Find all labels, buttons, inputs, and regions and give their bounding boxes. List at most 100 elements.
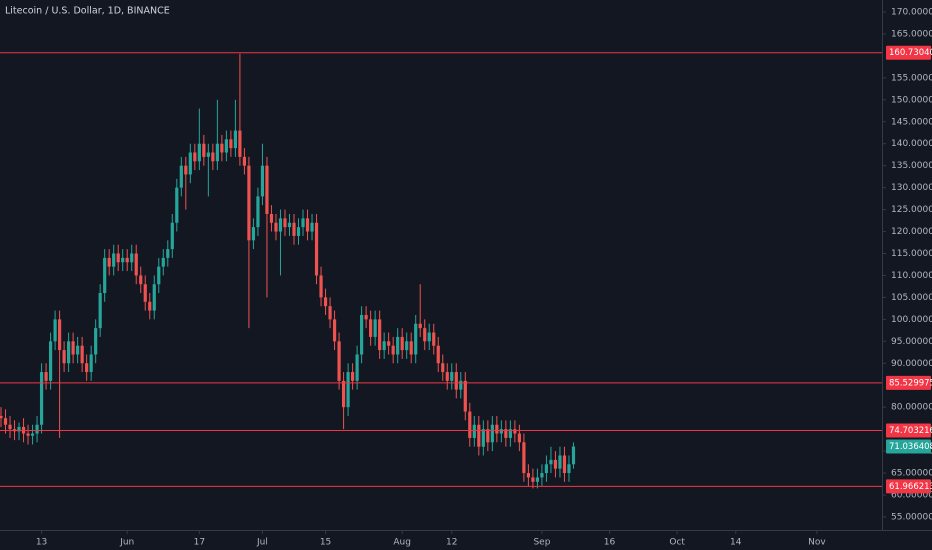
candle-body <box>260 165 265 197</box>
candle-body <box>269 213 274 223</box>
candle-body <box>400 336 404 351</box>
candle-body <box>0 415 3 419</box>
level-label-box <box>886 423 931 438</box>
candle-body <box>468 411 472 438</box>
candle-body <box>445 372 449 381</box>
x-tick-label: Aug <box>393 538 411 548</box>
candle-body <box>94 328 98 355</box>
candle-body <box>544 464 549 474</box>
candle-body <box>121 257 125 263</box>
candle-body <box>292 222 296 236</box>
candle-body <box>44 372 48 381</box>
candle-body <box>26 433 30 436</box>
level-label: 61.966213 <box>889 482 932 492</box>
chart-title: Litecoin / U.S. Dollar, 1D, BINANCE <box>5 6 170 17</box>
candle-body <box>85 363 89 373</box>
y-tick-label: 120.000000 <box>891 227 932 237</box>
y-tick-label: 115.000000 <box>891 249 932 259</box>
candle-body <box>179 165 183 188</box>
candle-body <box>418 323 422 329</box>
candle-body <box>98 293 102 329</box>
candle-body <box>305 218 310 232</box>
candle-body <box>76 345 80 355</box>
candle-body <box>283 218 287 228</box>
candle-body <box>355 354 359 381</box>
y-tick-label: 125.000000 <box>891 205 932 215</box>
x-tick-label: Nov <box>808 538 826 548</box>
y-tick-label: 155.000000 <box>891 73 932 83</box>
candle-body <box>526 473 530 478</box>
candle-body <box>80 345 84 364</box>
candle-body <box>508 429 512 438</box>
candle-body <box>571 446 576 465</box>
candle-body <box>166 249 170 258</box>
candle-body <box>301 218 305 228</box>
y-tick-label: 170.000000 <box>891 7 932 17</box>
candle-body <box>8 424 12 430</box>
y-tick-label: 150.000000 <box>891 95 932 105</box>
level-label: 160.730400 <box>889 48 932 58</box>
candle-body <box>364 314 368 320</box>
candle-body <box>71 341 75 355</box>
candle-body <box>103 257 107 294</box>
candle-body <box>157 266 161 285</box>
x-tick-label: 17 <box>194 538 205 548</box>
x-tick-label: 15 <box>320 538 331 548</box>
candle-body <box>490 424 494 443</box>
candle-body <box>265 165 269 214</box>
level-label-box <box>886 375 931 390</box>
candle-body <box>67 341 71 364</box>
candle-body <box>215 143 219 162</box>
candle-body <box>161 257 165 267</box>
candle-body <box>396 336 400 355</box>
level-label-box <box>886 45 931 60</box>
y-tick-label: 145.000000 <box>891 117 932 127</box>
y-tick-label: 140.000000 <box>891 139 932 149</box>
candle-body <box>499 429 503 434</box>
candle-body <box>134 253 138 276</box>
last-price-label: 71.036408 <box>889 442 932 452</box>
candle-body <box>513 429 517 434</box>
candle-body <box>143 284 147 302</box>
candle-body <box>387 341 391 346</box>
candle-body <box>454 372 458 390</box>
y-tick-label: 90.000000 <box>891 359 932 369</box>
candle-body <box>139 275 143 285</box>
last-price-box <box>886 439 931 454</box>
candle-body <box>450 372 454 381</box>
candle-body <box>256 196 260 228</box>
candle-body <box>409 341 413 355</box>
candle-body <box>229 139 233 149</box>
x-tick-label: 13 <box>36 538 47 548</box>
candle-body <box>53 319 57 342</box>
candle-body <box>35 424 39 434</box>
candle-body <box>369 319 373 337</box>
candle-body <box>405 341 409 351</box>
x-tick-label: Jun <box>119 538 134 548</box>
candle-body <box>287 222 292 228</box>
y-tick-label: 110.000000 <box>891 271 932 281</box>
candle-body <box>495 424 499 434</box>
candle-body <box>310 222 314 232</box>
candle-body <box>535 477 540 482</box>
candle-body <box>504 429 508 438</box>
candle-body <box>17 426 21 432</box>
x-tick-label: 16 <box>604 538 616 548</box>
candle-body <box>184 165 188 175</box>
candle-body <box>247 165 251 241</box>
candle-body <box>62 350 66 364</box>
candle-body <box>116 253 120 263</box>
candle-body <box>48 341 53 381</box>
candle-body <box>382 341 386 351</box>
candle-body <box>423 328 427 342</box>
candle-body <box>540 473 544 478</box>
x-tick-label: Jul <box>256 538 268 548</box>
candle-body <box>522 442 526 474</box>
candle-body <box>30 433 35 436</box>
candle-body <box>296 227 301 236</box>
candle-body <box>238 130 242 157</box>
candle-body <box>463 380 467 412</box>
